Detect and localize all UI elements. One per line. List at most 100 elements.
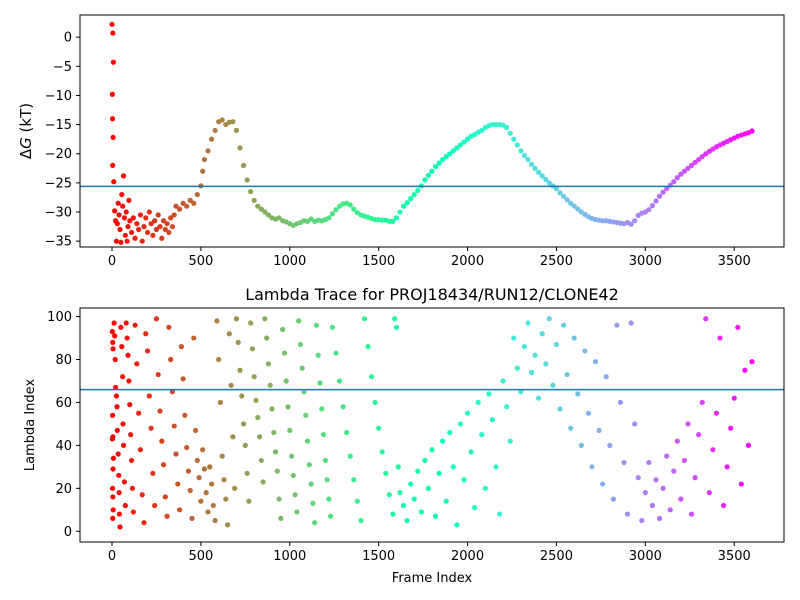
y-tick-label: −5 [53,60,72,75]
delta-g-point [176,206,183,212]
lambda-point [162,494,168,500]
lambda-point [150,470,156,476]
lambda-point [159,438,165,444]
y-tick-label: 100 [47,310,72,325]
delta-g-point [110,162,116,168]
delta-g-point [632,218,638,224]
lambda-point [624,511,631,517]
lambda-point [178,344,184,350]
lambda-point [614,322,620,328]
lambda-point [578,442,584,448]
lambda-point [660,485,666,491]
lambda-point [329,324,336,330]
delta-g-point [539,173,545,179]
lambda-point [119,344,125,350]
lambda-point [141,520,147,526]
lambda-point [468,449,474,455]
lambda-point [486,391,492,397]
delta-g-point [112,208,118,214]
delta-g-point [212,127,218,134]
lambda-point [120,442,127,448]
delta-g-point [543,176,549,182]
delta-g-point [155,212,161,218]
x-tick-label: 2500 [540,254,573,269]
lambda-point [136,410,142,416]
lambda-point [390,511,396,517]
delta-g-point [536,169,542,175]
lambda-point [246,498,252,504]
delta-g-point [422,177,428,183]
lambda-point [415,468,421,474]
lambda-point [233,316,240,322]
lambda-point [109,436,115,442]
delta-g-point [664,186,670,192]
lambda-point [276,496,282,502]
delta-g-point [386,218,392,224]
lambda-point [201,466,208,472]
x-tick-label: 1500 [362,549,395,564]
lambda-point [114,427,120,433]
lambda-point [115,451,121,457]
lambda-point [372,399,378,406]
lambda-point [207,464,213,470]
lambda-point [308,481,314,487]
delta-g-point [646,207,652,213]
lambda-point [317,380,323,386]
lambda-point [274,468,280,474]
lambda-point [235,339,241,345]
delta-g-point [109,116,116,122]
lambda-point [269,406,275,412]
lambda-point [568,425,574,431]
lambda-point [123,320,129,326]
delta-g-point [507,130,513,136]
delta-g-point [560,193,567,199]
delta-g-point [525,156,531,163]
lambda-point [735,324,741,330]
lambda-point [696,432,702,438]
lambda-point [408,481,414,487]
lambda-point [267,382,273,388]
lambda-point [111,320,117,326]
lambda-point [258,457,264,464]
delta-g-point [479,127,485,134]
lambda-point [749,359,755,365]
delta-g-point [461,139,467,145]
lambda-point [603,374,609,380]
lambda-point [536,395,542,401]
delta-g-point [166,229,172,236]
lambda-point [242,442,248,448]
lambda-point [304,438,311,444]
y-tick-label: −25 [45,176,72,191]
lambda-point [699,399,705,406]
delta-g-point [333,207,339,213]
lambda-point [297,341,304,348]
lambda-point [671,468,677,474]
lambda-point [395,464,401,470]
delta-g-point [136,226,142,233]
lambda-point [180,376,186,382]
lambda-point [461,477,467,483]
delta-g-point [113,238,120,244]
lambda-point [253,397,259,403]
lambda-point [347,453,353,459]
delta-g-point [415,187,421,194]
lambda-point [354,498,360,504]
lambda-plot-frame [79,307,785,543]
lambda-point [232,485,238,491]
lambda-point [557,406,563,412]
lambda-point [600,481,606,487]
lambda-point [639,517,645,524]
lambda-point [113,393,120,399]
lambda-point [114,404,120,410]
lambda-point [340,404,346,410]
delta-g-point [148,221,154,227]
delta-g-point [109,91,115,97]
delta-g-point [200,168,206,174]
lambda-point [184,444,190,451]
lambda-point [134,361,140,367]
lambda-point [642,490,648,496]
lambda-point [264,335,270,341]
lambda-point [208,481,215,487]
lambda-point [472,505,478,511]
